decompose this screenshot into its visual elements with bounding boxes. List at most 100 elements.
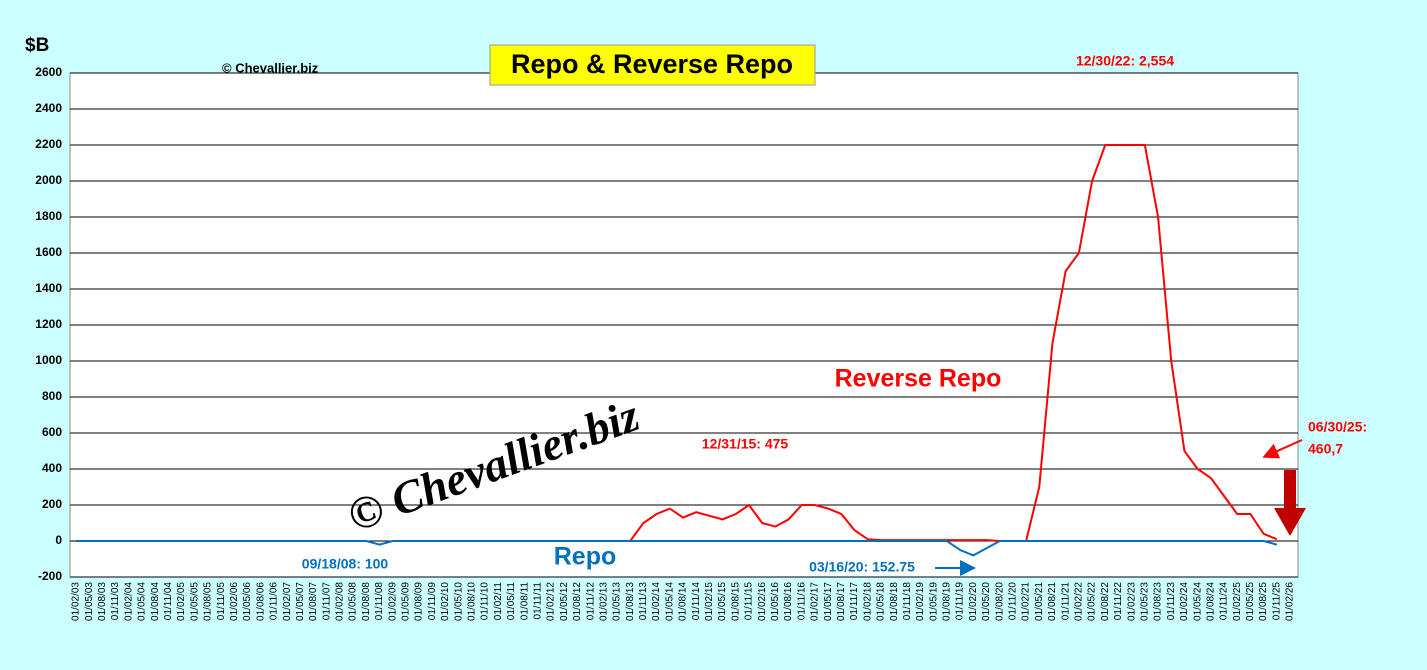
- annotation: 12/30/22: 2,554: [1076, 53, 1174, 69]
- x-tick-label: 01/05/18: [876, 582, 887, 621]
- y-tick-label: 2000: [35, 173, 62, 187]
- x-tick-label: 01/05/21: [1034, 582, 1045, 621]
- x-tick-label: 01/05/22: [1087, 582, 1098, 621]
- annotation: 09/18/08: 100: [302, 556, 389, 572]
- x-tick-label: 01/02/19: [915, 582, 926, 621]
- down-arrow: [1274, 470, 1306, 536]
- x-tick-label: 01/02/20: [968, 582, 979, 621]
- x-tick-label: 01/11/03: [110, 582, 121, 621]
- x-tick-label: 01/02/05: [176, 582, 187, 621]
- series-label: Repo: [554, 543, 617, 571]
- x-tick-label: 01/11/04: [163, 582, 174, 621]
- x-tick-label: 01/02/25: [1232, 582, 1243, 621]
- x-tick-label: 01/05/05: [189, 582, 200, 621]
- x-tick-label: 01/05/20: [981, 582, 992, 621]
- x-tick-label: 01/11/18: [902, 582, 913, 621]
- x-tick-label: 01/05/11: [506, 582, 517, 621]
- x-tick-label: 01/08/07: [308, 582, 319, 621]
- x-tick-label: 01/02/22: [1074, 582, 1085, 621]
- y-tick-label: 2200: [35, 137, 62, 151]
- chart-title: Repo & Reverse Repo: [511, 49, 793, 79]
- x-tick-label: 01/11/23: [1166, 582, 1177, 621]
- x-tick-label: 01/11/15: [744, 582, 755, 621]
- x-tick-label: 01/08/08: [361, 582, 372, 621]
- x-tick-label: 01/05/16: [770, 582, 781, 621]
- x-tick-label: 01/08/23: [1153, 582, 1164, 621]
- annotation: 460,7: [1308, 441, 1343, 457]
- x-tick-label: 01/08/13: [625, 582, 636, 621]
- y-tick-label: 0: [55, 533, 62, 547]
- title-box: [489, 44, 816, 86]
- x-tick-label: 01/05/08: [348, 582, 359, 621]
- x-tick-label: 01/08/22: [1100, 582, 1111, 621]
- x-tick-label: 01/11/11: [532, 582, 543, 620]
- x-tick-label: 01/05/14: [664, 582, 675, 621]
- y-tick-label: 1200: [35, 317, 62, 331]
- x-tick-label: 01/08/10: [467, 582, 478, 621]
- y-axis-label: $B: [25, 35, 49, 56]
- x-tick-label: 01/08/25: [1258, 582, 1269, 621]
- x-tick-label: 01/05/19: [928, 582, 939, 621]
- x-tick-label: 01/08/05: [203, 582, 214, 621]
- x-tick-label: 01/08/17: [836, 582, 847, 621]
- x-tick-label: 01/08/04: [150, 582, 161, 621]
- y-tick-label: 2600: [35, 65, 62, 79]
- x-tick-label: 01/02/08: [335, 582, 346, 621]
- y-tick-label: 800: [42, 389, 62, 403]
- x-tick-label: 01/02/09: [387, 582, 398, 621]
- series-line: [629, 144, 1278, 542]
- x-tick-label: 01/02/04: [123, 582, 134, 621]
- x-tick-label: 01/08/18: [889, 582, 900, 621]
- x-tick-label: 01/11/21: [1060, 582, 1071, 621]
- x-tick-label: 01/11/12: [585, 582, 596, 621]
- x-tick-label: 01/05/10: [453, 582, 464, 621]
- x-tick-label: 01/05/07: [295, 582, 306, 621]
- x-tick-label: 01/05/25: [1245, 582, 1256, 621]
- x-tick-label: 01/02/12: [546, 582, 557, 621]
- annotation: 03/16/20: 152.75: [809, 559, 915, 575]
- x-tick-label: 01/02/11: [493, 582, 504, 621]
- x-tick-label: 01/11/24: [1219, 582, 1230, 621]
- x-tick-label: 01/05/03: [84, 582, 95, 621]
- annotation: 06/30/25:: [1308, 419, 1367, 435]
- x-tick-label: 01/02/16: [757, 582, 768, 621]
- x-tick-label: 01/08/15: [730, 582, 741, 621]
- x-tick-label: 01/05/17: [823, 582, 834, 621]
- x-tick-label: 01/11/13: [638, 582, 649, 621]
- x-tick-label: 01/05/24: [1192, 582, 1203, 621]
- x-tick-label: 01/11/09: [427, 582, 438, 621]
- x-tick-label: 01/05/15: [717, 582, 728, 621]
- x-tick-label: 01/02/18: [862, 582, 873, 621]
- x-tick-label: 01/02/17: [810, 582, 821, 621]
- y-tick-label: 600: [42, 425, 62, 439]
- x-tick-label: 01/02/15: [704, 582, 715, 621]
- x-tick-label: 01/11/19: [955, 582, 966, 621]
- y-tick-label: 400: [42, 461, 62, 475]
- x-tick-label: 01/02/26: [1285, 582, 1296, 621]
- x-tick-label: 01/02/03: [71, 582, 82, 621]
- y-tick-label: 1400: [35, 281, 62, 295]
- x-tick-label: 01/08/03: [97, 582, 108, 621]
- y-tick-label: 200: [42, 497, 62, 511]
- x-tick-label: 01/08/21: [1047, 582, 1058, 621]
- x-tick-label: 01/02/24: [1179, 582, 1190, 621]
- x-tick-label: 01/11/06: [269, 582, 280, 621]
- x-tick-label: 01/11/07: [321, 582, 332, 621]
- x-tick-label: 01/02/13: [598, 582, 609, 621]
- y-tick-label: -200: [38, 569, 62, 583]
- series-line: [76, 540, 1278, 557]
- x-tick-label: 01/02/07: [282, 582, 293, 621]
- x-tick-label: 01/05/23: [1139, 582, 1150, 621]
- x-tick-label: 01/05/12: [559, 582, 570, 621]
- y-tick-label: 2400: [35, 101, 62, 115]
- x-tick-label: 01/02/10: [440, 582, 451, 621]
- x-tick-label: 01/08/12: [572, 582, 583, 621]
- x-tick-label: 01/08/24: [1205, 582, 1216, 621]
- x-tick-label: 01/08/09: [414, 582, 425, 621]
- x-tick-label: 01/05/09: [401, 582, 412, 621]
- x-tick-label: 01/11/22: [1113, 582, 1124, 621]
- arrow: [1262, 439, 1303, 459]
- x-tick-label: 01/05/04: [137, 582, 148, 621]
- x-tick-label: 01/02/23: [1126, 582, 1137, 621]
